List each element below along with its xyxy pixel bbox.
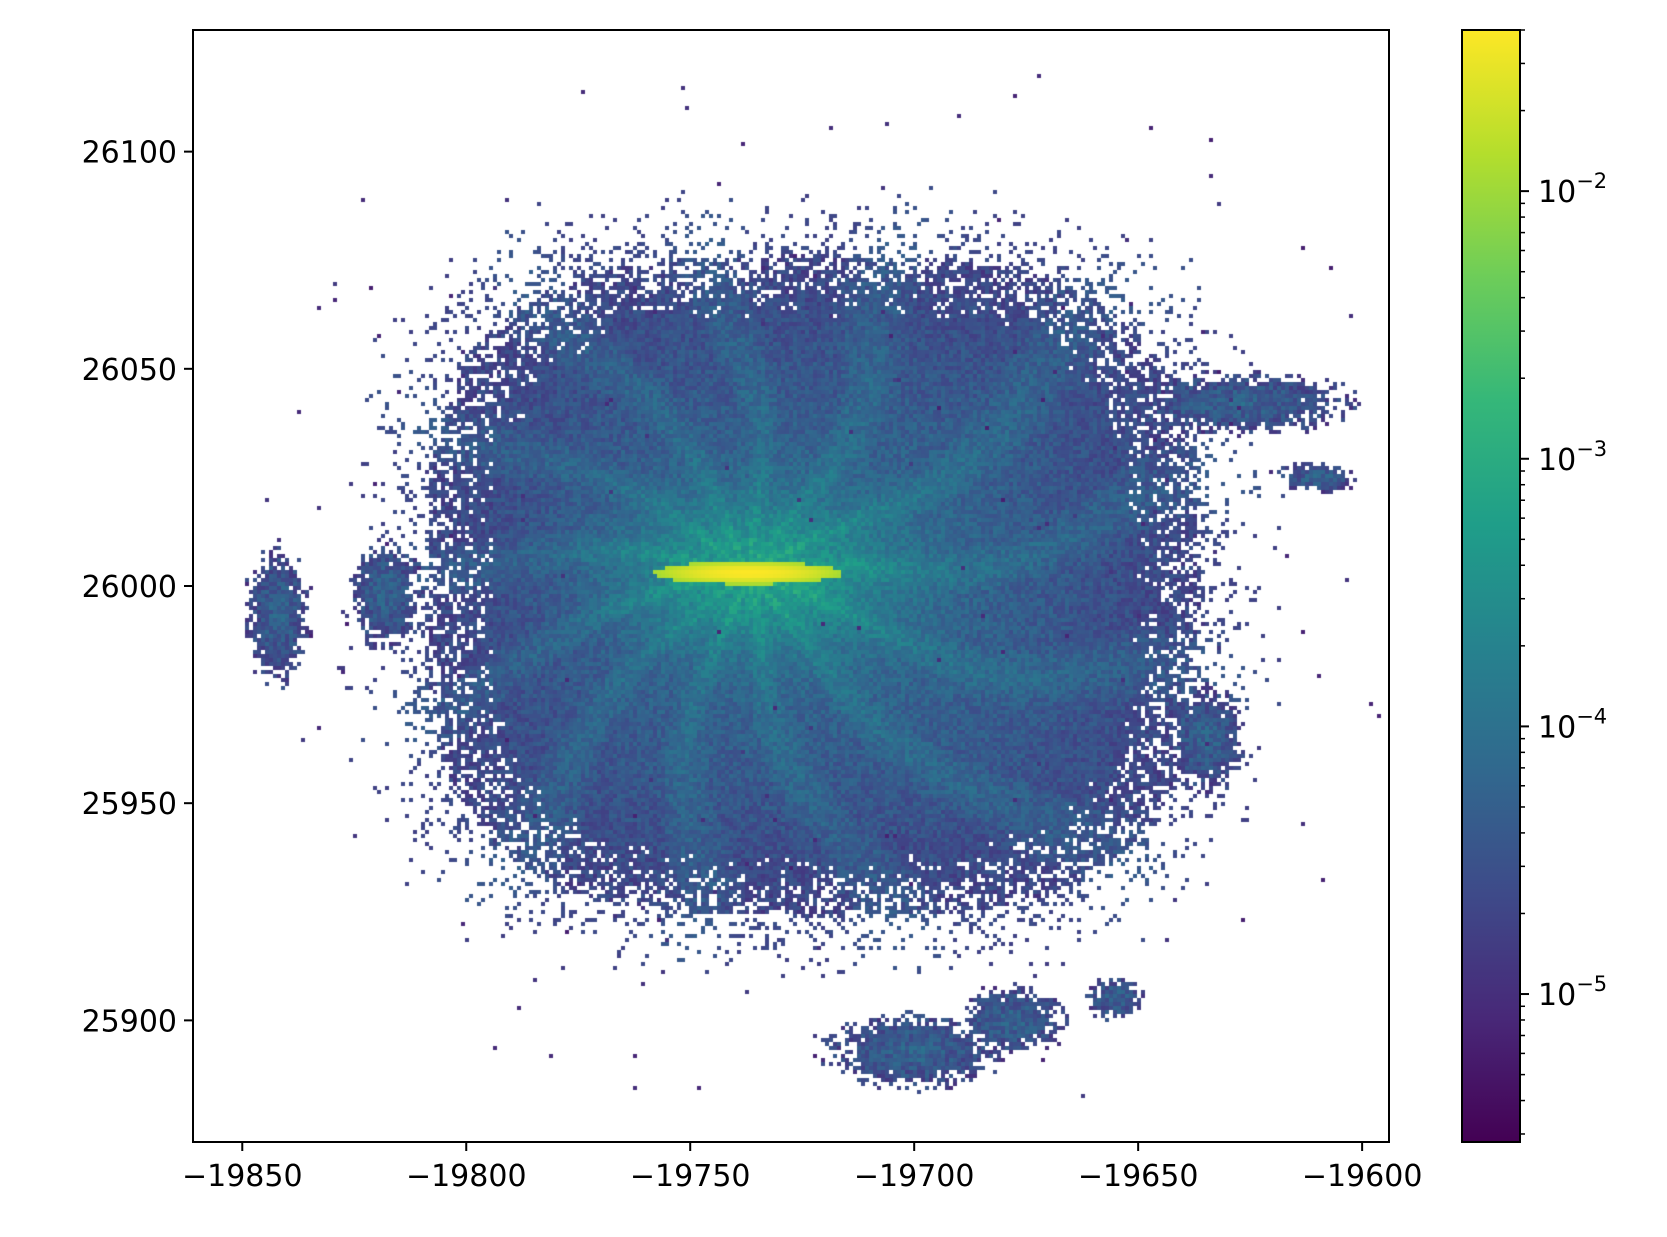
y-tick-label: 26100 <box>82 136 177 171</box>
y-tick-label: 25900 <box>82 1004 177 1039</box>
colorbar: 10−5 10−4 10−3 10−2 <box>1461 29 1607 1143</box>
colorbar-tick-label: 10−3 <box>1538 437 1607 478</box>
colorbar-tick-label: 10−5 <box>1538 972 1607 1013</box>
axes: −19850 −19800 −19750 −19700 −19650 −19600 2590… <box>82 29 1423 1194</box>
x-tick-label: −19850 <box>182 1159 303 1194</box>
y-tick-label: 26050 <box>82 353 177 388</box>
x-tick-label: −19700 <box>854 1159 975 1194</box>
x-tick-label: −19800 <box>406 1159 527 1194</box>
colorbar-tick-label: 10−2 <box>1538 169 1607 210</box>
y-tick-label: 25950 <box>82 787 177 822</box>
x-tick-label: −19750 <box>630 1159 751 1194</box>
y-tick-label: 26000 <box>82 570 177 605</box>
colorbar-tick-label: 10−4 <box>1538 704 1607 745</box>
colorbar-gradient <box>1461 29 1521 1143</box>
x-tick-label: −19600 <box>1302 1159 1423 1194</box>
x-tick-label: −19650 <box>1078 1159 1199 1194</box>
heatmap-image <box>193 30 1389 1142</box>
heatmap-plot-area <box>193 30 1389 1142</box>
